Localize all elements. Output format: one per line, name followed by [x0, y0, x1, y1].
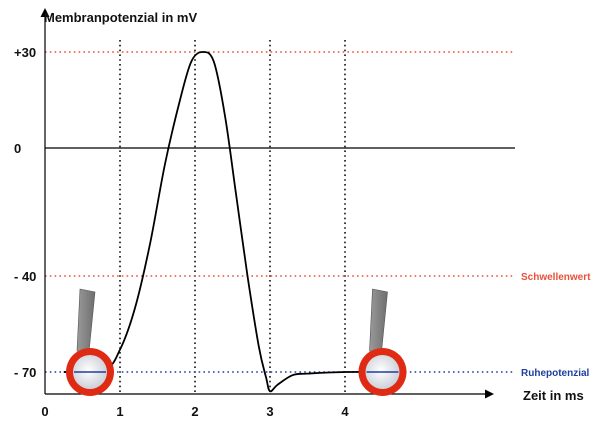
reference-label-3: Ruhepotenzial — [521, 368, 590, 379]
electrode-probe-0 — [76, 288, 96, 353]
series-layer — [63, 51, 406, 393]
electrode-1 — [358, 288, 407, 396]
electrode-0 — [66, 288, 114, 396]
x-tick-label-3: 3 — [266, 404, 273, 419]
x-tick-label-2: 2 — [191, 404, 198, 419]
y-tick-label-0: +30 — [14, 45, 36, 60]
grid-layer — [119, 40, 346, 394]
x-tick-label-0: 0 — [41, 404, 48, 419]
axes — [40, 8, 494, 399]
electrode-probe-1 — [369, 288, 388, 353]
x-axis-arrow — [485, 389, 494, 399]
x-tick-label-4: 4 — [341, 404, 349, 419]
y-tick-label-2: - 40 — [14, 269, 36, 284]
electrodes — [66, 288, 407, 396]
x-tick-label-1: 1 — [116, 404, 123, 419]
y-tick-label-1: 0 — [14, 141, 21, 156]
tick-labels: +30 0 - 40 - 70 0 1 2 3 4 — [14, 45, 349, 419]
y-tick-label-3: - 70 — [14, 365, 36, 380]
series-line-0 — [63, 51, 406, 393]
x-axis-title: Zeit in ms — [523, 388, 584, 403]
y-axis-title: Membranpotenzial in mV — [44, 10, 197, 25]
y-axis-arrow — [40, 8, 50, 17]
reference-lines: Schwellenwert Ruhepotenzial — [45, 51, 591, 379]
reference-label-2: Schwellenwert — [521, 272, 591, 283]
